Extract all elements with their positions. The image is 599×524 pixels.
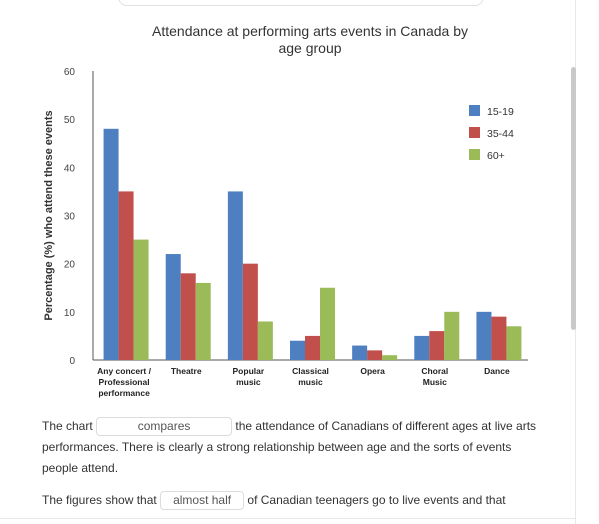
paragraph-1-rest: the attendance of Canadians of different…	[42, 419, 537, 475]
paragraph-2-rest: of Canadian teenagers go to live events …	[247, 493, 506, 507]
bar-15-19-6	[476, 311, 492, 360]
bar-35-44-6	[491, 316, 507, 360]
legend-label: 35-44	[487, 128, 514, 140]
chart-title-line: age group	[278, 40, 341, 56]
x-category-label: Popular	[233, 366, 265, 376]
bar-35-44-4	[367, 350, 383, 360]
y-tick-label: 30	[64, 212, 76, 223]
bottom-divider	[0, 518, 575, 519]
y-tick-label: 60	[64, 67, 76, 78]
y-tick-label: 40	[64, 163, 76, 174]
x-category-label: Theatre	[171, 366, 202, 376]
paragraph-1: The chart compares the attendance of Can…	[42, 416, 542, 479]
bar-15-19-2	[227, 191, 243, 360]
bar-35-44-1	[180, 273, 196, 360]
bar-chart: Attendance at performing arts events in …	[43, 23, 528, 398]
bar-35-44-0	[118, 191, 134, 360]
scrollbar-thumb[interactable]	[571, 67, 576, 330]
bar-15-19-1	[165, 254, 181, 360]
legend-swatch	[469, 105, 480, 116]
legend-swatch	[469, 127, 480, 138]
x-category-label: Professional	[99, 377, 150, 387]
x-category-label: Dance	[484, 366, 510, 376]
chart-title-line: Attendance at performing arts events in …	[152, 23, 468, 39]
x-category-label: Choral	[421, 366, 448, 376]
x-category-label: Opera	[360, 366, 385, 376]
x-category-label: Music	[423, 377, 447, 387]
x-category-label: music	[236, 377, 261, 387]
bar-15-19-0	[103, 128, 119, 360]
bar-15-19-5	[414, 335, 430, 360]
paragraph-1-lead: The chart	[42, 419, 93, 433]
paragraph-2-lead: The figures show that	[42, 493, 157, 507]
x-category-label: Classical	[292, 366, 329, 376]
gap-fill-blank-1[interactable]: compares	[96, 417, 233, 436]
bar-60plus-4	[382, 355, 398, 360]
legend-swatch	[469, 149, 480, 160]
bar-60plus-1	[195, 282, 211, 360]
bar-15-19-4	[352, 345, 368, 360]
bar-35-44-2	[242, 263, 258, 360]
bar-35-44-5	[429, 331, 445, 360]
paragraph-2: The figures show that almost half of Can…	[42, 490, 542, 511]
bar-60plus-3	[320, 287, 335, 360]
y-tick-label: 0	[69, 356, 75, 367]
bar-60plus-0	[133, 239, 149, 360]
legend-label: 15-19	[487, 106, 514, 118]
x-category-label: music	[298, 377, 323, 387]
y-tick-label: 20	[64, 260, 76, 271]
y-axis-label: Percentage (%) who attend these events	[43, 110, 55, 320]
y-tick-label: 10	[64, 308, 76, 319]
y-tick-label: 50	[64, 115, 76, 126]
bar-60plus-2	[257, 321, 273, 360]
legend-label: 60+	[487, 150, 505, 162]
bar-60plus-6	[506, 326, 522, 360]
x-category-label: performance	[98, 388, 150, 398]
bar-15-19-3	[290, 340, 305, 360]
x-category-label: Any concert /	[97, 366, 151, 376]
bar-35-44-3	[305, 335, 320, 360]
bar-60plus-5	[444, 311, 460, 360]
gap-fill-blank-2[interactable]: almost half	[160, 491, 245, 510]
